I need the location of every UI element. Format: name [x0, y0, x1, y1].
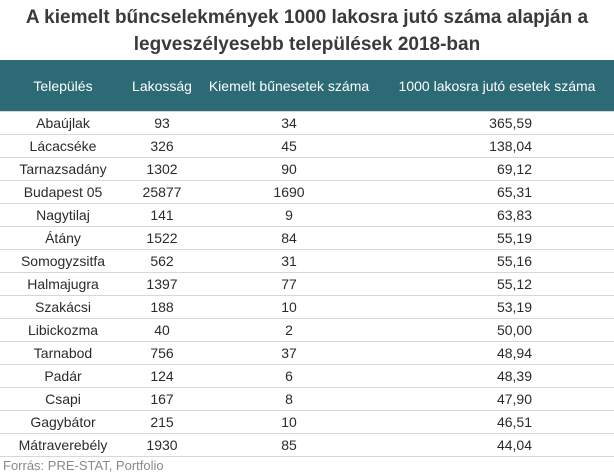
table-row: Nagytilaj 141 9 63,83 [0, 203, 614, 227]
title-line-2: legveszélyesebb települések 2018-ban [133, 34, 481, 55]
cell-1000-lakosra: 365,59 [380, 111, 614, 135]
cell-telepules: Nagytilaj [0, 203, 126, 227]
cell-1000-lakosra: 65,31 [380, 180, 614, 204]
cell-kiemelt-bunesetek: 6 [198, 364, 380, 388]
cell-telepules: Somogyzsitfa [0, 249, 126, 273]
cell-1000-lakosra: 48,94 [380, 341, 614, 365]
table-row: Budapest 05 25877 1690 65,31 [0, 180, 614, 204]
table-row: Szakácsi 188 10 53,19 [0, 295, 614, 319]
cell-kiemelt-bunesetek: 9 [198, 203, 380, 227]
column-header-kiemelt-bunesetek: Kiemelt bűnesetek száma [198, 60, 380, 112]
cell-lakossag: 562 [126, 249, 198, 273]
cell-1000-lakosra: 47,90 [380, 387, 614, 411]
cell-telepules: Tarnabod [0, 341, 126, 365]
source-note: Forrás: PRE-STAT, Portfolio [3, 458, 164, 473]
table-body: Abaújlak 93 34 365,59 Lácacséke 326 45 138,04 Ta… [0, 111, 614, 457]
cell-kiemelt-bunesetek: 77 [198, 272, 380, 296]
cell-kiemelt-bunesetek: 8 [198, 387, 380, 411]
table-row: Padár 124 6 48,39 [0, 364, 614, 388]
column-header-telepules: Település [0, 60, 126, 112]
table-row: Libickozma 40 2 50,00 [0, 318, 614, 342]
cell-lakossag: 1302 [126, 157, 198, 181]
cell-kiemelt-bunesetek: 10 [198, 295, 380, 319]
cell-1000-lakosra: 44,04 [380, 433, 614, 457]
cell-lakossag: 1522 [126, 226, 198, 250]
cell-1000-lakosra: 55,12 [380, 272, 614, 296]
cell-1000-lakosra: 63,83 [380, 203, 614, 227]
cell-telepules: Budapest 05 [0, 180, 126, 204]
cell-1000-lakosra: 53,19 [380, 295, 614, 319]
cell-lakossag: 93 [126, 111, 198, 135]
table-header: Település Lakosság Kiemelt bűnesetek szá… [0, 60, 614, 112]
cell-lakossag: 167 [126, 387, 198, 411]
cell-telepules: Mátraverebély [0, 433, 126, 457]
cell-kiemelt-bunesetek: 84 [198, 226, 380, 250]
table-row: Halmajugra 1397 77 55,12 [0, 272, 614, 296]
cell-lakossag: 1397 [126, 272, 198, 296]
cell-kiemelt-bunesetek: 2 [198, 318, 380, 342]
cell-telepules: Átány [0, 226, 126, 250]
cell-kiemelt-bunesetek: 85 [198, 433, 380, 457]
cell-1000-lakosra: 138,04 [380, 134, 614, 158]
cell-kiemelt-bunesetek: 90 [198, 157, 380, 181]
header-row: Település Lakosság Kiemelt bűnesetek szá… [0, 60, 614, 112]
cell-lakossag: 124 [126, 364, 198, 388]
cell-kiemelt-bunesetek: 10 [198, 410, 380, 434]
cell-1000-lakosra: 55,16 [380, 249, 614, 273]
cell-telepules: Abaújlak [0, 111, 126, 135]
cell-kiemelt-bunesetek: 45 [198, 134, 380, 158]
cell-1000-lakosra: 48,39 [380, 364, 614, 388]
cell-telepules: Lácacséke [0, 134, 126, 158]
cell-telepules: Szakácsi [0, 295, 126, 319]
cell-kiemelt-bunesetek: 37 [198, 341, 380, 365]
cell-lakossag: 326 [126, 134, 198, 158]
cell-kiemelt-bunesetek: 31 [198, 249, 380, 273]
cell-lakossag: 40 [126, 318, 198, 342]
cell-lakossag: 215 [126, 410, 198, 434]
cell-telepules: Csapi [0, 387, 126, 411]
page-title: A kiemelt bűncselekmények 1000 lakosra j… [0, 4, 614, 58]
data-table: Település Lakosság Kiemelt bűnesetek szá… [0, 60, 614, 457]
table-row: Somogyzsitfa 562 31 55,16 [0, 249, 614, 273]
table-row: Gagybátor 215 10 46,51 [0, 410, 614, 434]
cell-kiemelt-bunesetek: 1690 [198, 180, 380, 204]
cell-lakossag: 25877 [126, 180, 198, 204]
cell-lakossag: 141 [126, 203, 198, 227]
cell-1000-lakosra: 50,00 [380, 318, 614, 342]
table-row: Abaújlak 93 34 365,59 [0, 111, 614, 135]
cell-lakossag: 1930 [126, 433, 198, 457]
table-row: Csapi 167 8 47,90 [0, 387, 614, 411]
table-row: Mátraverebély 1930 85 44,04 [0, 433, 614, 457]
table-row: Lácacséke 326 45 138,04 [0, 134, 614, 158]
title-line-1: A kiemelt bűncselekmények 1000 lakosra j… [25, 7, 589, 28]
cell-telepules: Tarnazsadány [0, 157, 126, 181]
cell-telepules: Padár [0, 364, 126, 388]
table-row: Átány 1522 84 55,19 [0, 226, 614, 250]
column-header-1000-lakosra: 1000 lakosra jutó esetek száma [380, 60, 614, 112]
table-row: Tarnazsadány 1302 90 69,12 [0, 157, 614, 181]
cell-telepules: Libickozma [0, 318, 126, 342]
cell-lakossag: 188 [126, 295, 198, 319]
cell-telepules: Halmajugra [0, 272, 126, 296]
cell-telepules: Gagybátor [0, 410, 126, 434]
table-row: Tarnabod 756 37 48,94 [0, 341, 614, 365]
cell-1000-lakosra: 69,12 [380, 157, 614, 181]
cell-lakossag: 756 [126, 341, 198, 365]
column-header-lakossag: Lakosság [126, 60, 198, 112]
cell-1000-lakosra: 55,19 [380, 226, 614, 250]
cell-kiemelt-bunesetek: 34 [198, 111, 380, 135]
cell-1000-lakosra: 46,51 [380, 410, 614, 434]
